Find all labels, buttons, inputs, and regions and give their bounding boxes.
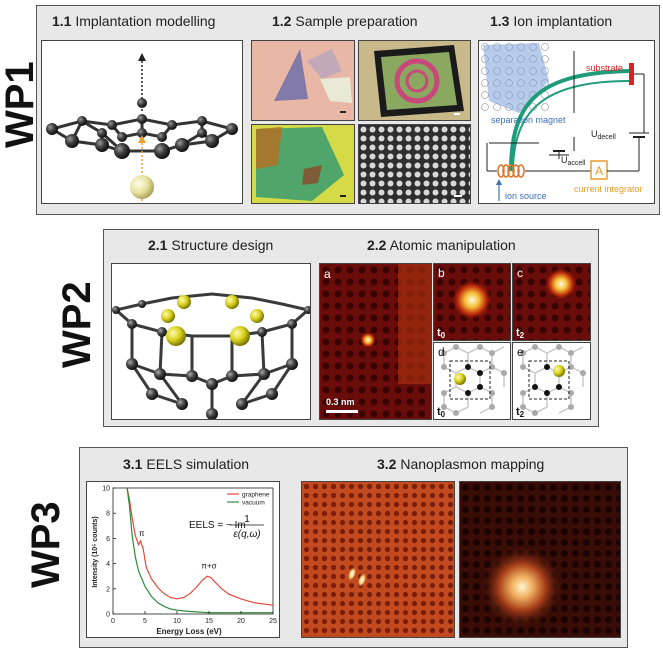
y-tick-label: 6 <box>106 536 110 543</box>
ion-source-label: ion source <box>505 191 547 201</box>
section-1-1-title: 1.1 Implantation modelling <box>52 13 216 29</box>
model-panel-e: e t2 <box>512 342 591 420</box>
x-tick-label: 0 <box>111 618 115 625</box>
panel-c-letter: c <box>517 266 523 280</box>
section-3-2-title: 3.2 Nanoplasmon mapping <box>377 456 545 472</box>
nanoplasmon-map-left <box>301 481 455 638</box>
eels-equation: EELS = − Im 1 ε(q,ω) <box>189 514 264 540</box>
series-line-graphene <box>126 487 274 606</box>
y-tick-label: 4 <box>106 561 110 568</box>
x-tick-label: 25 <box>269 618 277 625</box>
ammeter-label: A <box>595 164 603 178</box>
wp1-label: WP1 <box>0 61 42 148</box>
sample-prep-image-1 <box>251 40 355 121</box>
implantation-model-image <box>41 40 243 204</box>
stem-panel-b: b t0 <box>433 263 511 341</box>
panel-a-letter: a <box>324 267 331 281</box>
legend-label: vacuum <box>242 500 265 507</box>
wp2-label: WP2 <box>55 281 99 368</box>
section-2-1-title: 2.1 Structure design <box>148 237 274 253</box>
sample-prep-image-3 <box>251 124 355 204</box>
stem-panel-c: c t2 <box>512 263 591 341</box>
x-tick-label: 15 <box>205 618 213 625</box>
equation-denominator: ε(q,ω) <box>233 529 260 540</box>
ion-implantation-diagram: A substrate separation magnet Udecell Ua… <box>478 40 655 204</box>
panel-e-time: t2 <box>516 406 525 419</box>
equation-numerator: 1 <box>244 514 250 525</box>
y-axis-label: Intensity (10⁵ counts) <box>92 516 99 587</box>
y-tick-label: 8 <box>106 511 110 518</box>
model-panel-d: d t0 <box>433 342 511 420</box>
current-integrator-label: current integrator <box>574 184 643 194</box>
section-1-3-title: 1.3 Ion implantation <box>490 13 613 29</box>
annotation-label: π+σ <box>201 562 216 571</box>
equation-lhs: EELS = − Im <box>189 520 246 531</box>
wp3-label: WP3 <box>24 501 68 588</box>
panel-d-letter: d <box>438 345 445 359</box>
scale-bar-label: 0.3 nm <box>326 397 355 407</box>
series-line-vacuum <box>126 487 273 614</box>
panel-b-letter: b <box>438 266 445 280</box>
separation-magnet-label: separation magnet <box>491 115 566 125</box>
section-1-2-title: 1.2 Sample preparation <box>272 13 418 29</box>
sample-prep-image-4 <box>358 124 471 204</box>
y-tick-label: 2 <box>106 586 110 593</box>
annotation-label: π <box>139 529 145 538</box>
structure-design-image <box>111 263 311 420</box>
y-tick-label: 0 <box>106 612 110 619</box>
u-decell-label: Udecell <box>591 129 616 141</box>
x-axis-label: Energy Loss (eV) <box>156 627 222 636</box>
section-3-1-title: 3.1 EELS simulation <box>123 456 250 472</box>
panel-b-time: t0 <box>437 327 446 340</box>
substrate-label: substrate <box>586 63 623 73</box>
section-2-2-title: 2.2 Atomic manipulation <box>367 237 516 253</box>
nanoplasmon-map-right <box>459 481 621 638</box>
panel-e-letter: e <box>517 345 524 359</box>
x-tick-label: 20 <box>237 618 245 625</box>
panel-d-time: t0 <box>437 406 446 419</box>
x-tick-label: 10 <box>173 618 181 625</box>
y-tick-label: 10 <box>102 486 110 493</box>
panel-c-time: t2 <box>516 327 525 340</box>
plot-frame <box>112 487 274 615</box>
u-accell-label: Uaccell <box>561 155 586 167</box>
legend-label: graphene <box>242 492 270 499</box>
eels-chart: 0 5 10 15 20 25 0 2 4 6 8 10 π π+σ graphene vacuum En… <box>86 481 280 638</box>
x-tick-label: 5 <box>143 618 147 625</box>
sample-prep-image-2 <box>358 40 471 121</box>
stem-panel-a: a 0.3 nm <box>319 263 432 420</box>
